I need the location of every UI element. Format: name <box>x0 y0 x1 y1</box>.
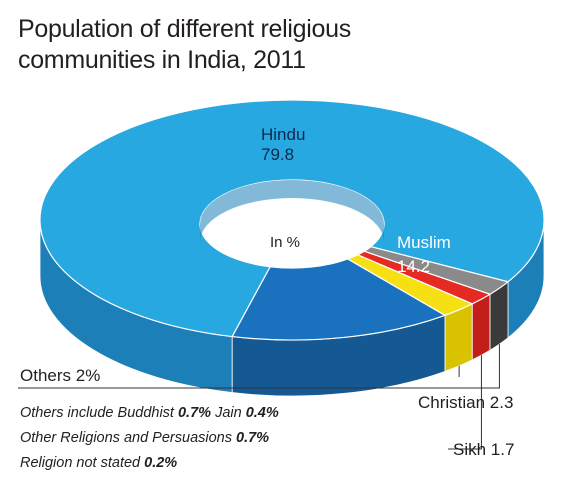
label-hindu-value: 79.8 <box>261 145 294 164</box>
note-3-prefix: Religion not stated <box>20 455 144 471</box>
note-line-2: Other Religions and Persuasions 0.7% <box>20 426 279 451</box>
note-3-value: 0.2% <box>144 455 177 471</box>
note-1-buddhist-value: 0.7% <box>178 405 211 421</box>
others-breakdown: Others include Buddhist 0.7% Jain 0.4% O… <box>20 401 279 476</box>
label-muslim-value: 14.2 <box>397 257 430 276</box>
note-1-jain-text: Jain <box>211 405 246 421</box>
center-label: In % <box>270 234 300 251</box>
label-hindu-name: Hindu <box>261 125 305 144</box>
label-christian: Christian 2.3 <box>418 393 513 412</box>
note-1-prefix: Others include Buddhist <box>20 405 178 421</box>
note-2-value: 0.7% <box>236 430 269 446</box>
note-line-1: Others include Buddhist 0.7% Jain 0.4% <box>20 401 279 426</box>
side-sikh <box>472 294 490 360</box>
note-1-jain-value: 0.4% <box>246 405 279 421</box>
label-sikh: Sikh 1.7 <box>453 440 514 459</box>
label-muslim-name: Muslim <box>397 233 451 252</box>
note-2-prefix: Other Religions and Persuasions <box>20 430 236 446</box>
note-line-3: Religion not stated 0.2% <box>20 451 279 476</box>
label-others: Others 2% <box>20 366 100 385</box>
